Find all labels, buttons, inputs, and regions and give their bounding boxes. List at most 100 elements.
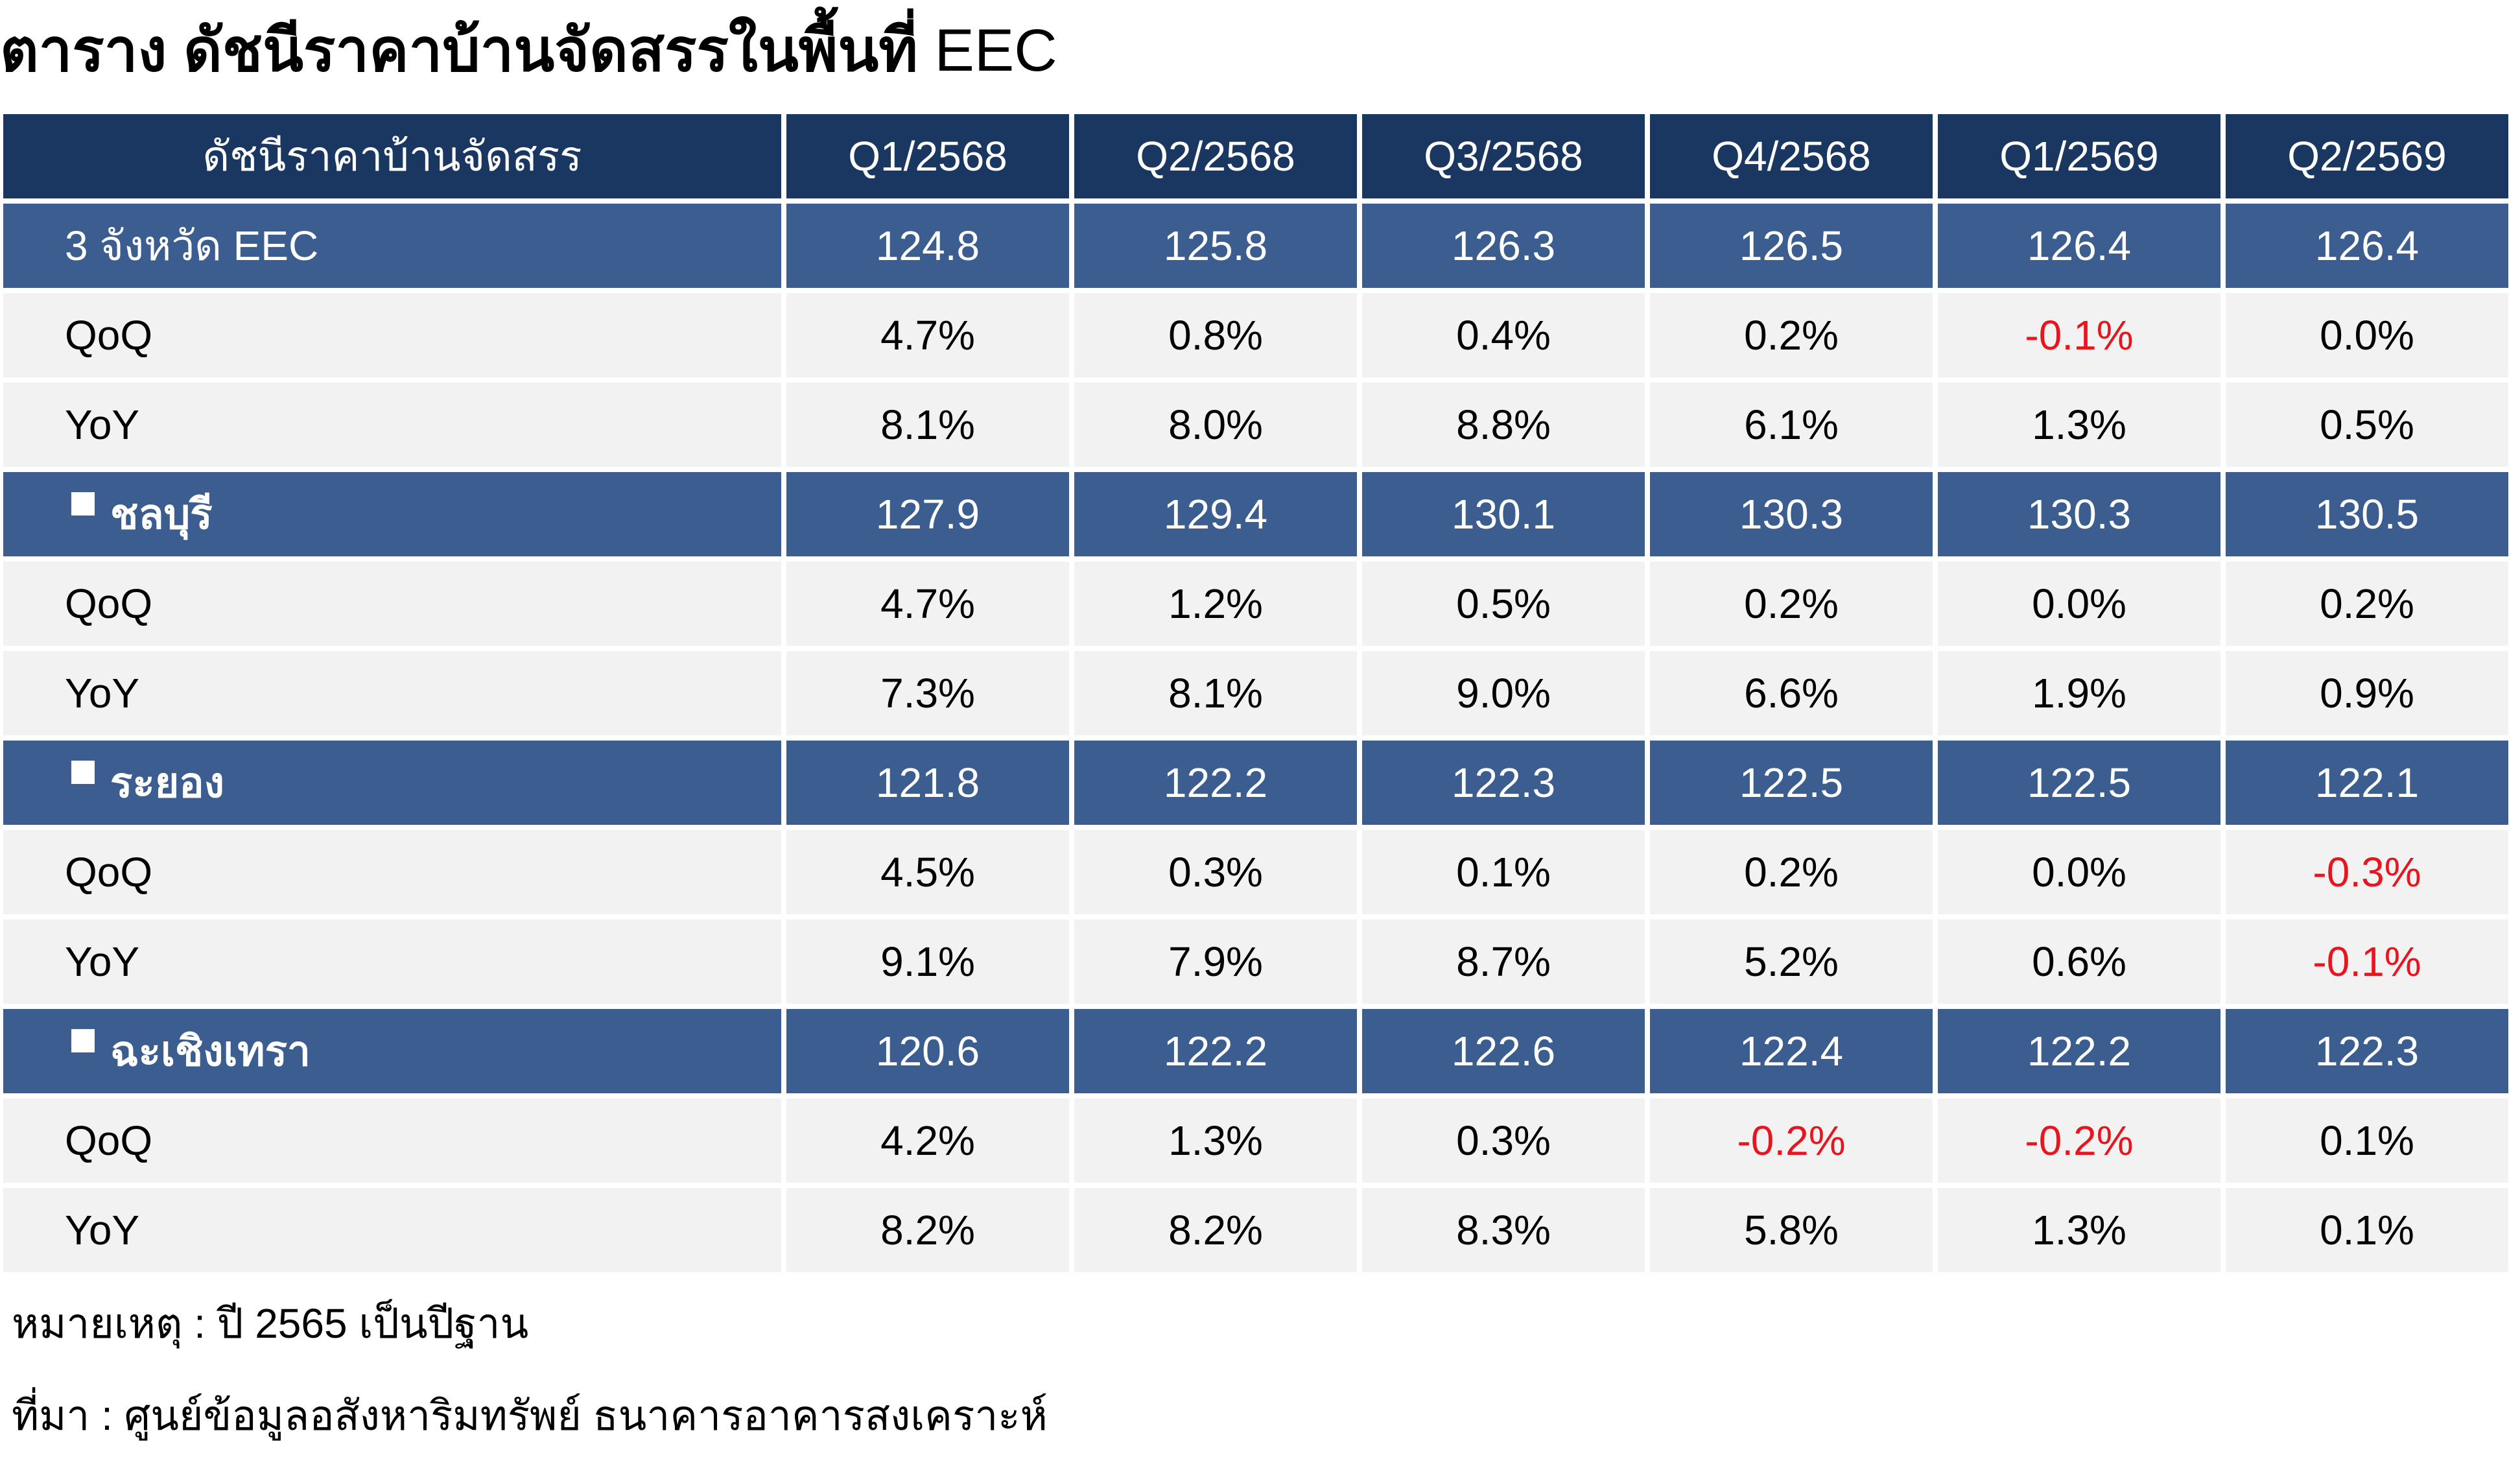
yoy-cell: 8.0% <box>1074 383 1357 467</box>
index-cell: 124.8 <box>786 204 1069 288</box>
group-row: ชลบุรี 127.9 129.4 130.1 130.3 130.3 130.5 <box>3 472 2508 556</box>
qoq-cell: 0.0% <box>1938 830 2220 914</box>
source-note: ที่มา : ศูนย์ข้อมูลอสังหาริมทรัพย์ ธนาคา… <box>12 1392 1048 1439</box>
qoq-cell: 0.0% <box>2226 293 2508 377</box>
qoq-cell: 0.3% <box>1362 1098 1645 1183</box>
header-label: ดัชนีราคาบ้านจัดสรร <box>3 114 781 198</box>
index-cell: 120.6 <box>786 1009 1069 1093</box>
index-cell: 121.8 <box>786 741 1069 825</box>
yoy-cell: 5.8% <box>1650 1188 1933 1272</box>
yoy-cell: 8.3% <box>1362 1188 1645 1272</box>
header-q1-2568: Q1/2568 <box>786 114 1069 198</box>
yoy-cell: 5.2% <box>1650 919 1933 1004</box>
index-cell: 122.6 <box>1362 1009 1645 1093</box>
yoy-cell: 7.9% <box>1074 919 1357 1004</box>
yoy-row: YoY 8.1% 8.0% 8.8% 6.1% 1.3% 0.5% <box>3 383 2508 467</box>
group-name: ชลบุรี <box>110 491 213 538</box>
header-q4-2568: Q4/2568 <box>1650 114 1933 198</box>
yoy-cell: -0.1% <box>2226 919 2508 1004</box>
index-cell: 122.5 <box>1650 741 1933 825</box>
index-cell: 126.4 <box>2226 204 2508 288</box>
group-row: ฉะเชิงเทรา 120.6 122.2 122.6 122.4 122.2 122.3 <box>3 1009 2508 1093</box>
qoq-cell: 4.7% <box>786 293 1069 377</box>
qoq-cell: 0.8% <box>1074 293 1357 377</box>
bullet-square-icon <box>71 1029 95 1052</box>
group-name: 3 จังหวัด EEC <box>65 222 319 269</box>
qoq-row: QoQ 4.7% 1.2% 0.5% 0.2% 0.0% 0.2% <box>3 562 2508 646</box>
price-index-table: ดัชนีราคาบ้านจัดสรร Q1/2568 Q2/2568 Q3/2… <box>0 109 2514 1277</box>
qoq-cell: 4.5% <box>786 830 1069 914</box>
group-label: ชลบุรี <box>3 472 781 556</box>
index-cell: 130.3 <box>1650 472 1933 556</box>
qoq-row: QoQ 4.7% 0.8% 0.4% 0.2% -0.1% 0.0% <box>3 293 2508 377</box>
page-title: ตาราง ดัชนีราคาบ้านจัดสรรในพื้นที่ EEC <box>0 12 1057 89</box>
qoq-cell: 0.3% <box>1074 830 1357 914</box>
index-cell: 122.2 <box>1938 1009 2220 1093</box>
group-label: ฉะเชิงเทรา <box>3 1009 781 1093</box>
yoy-cell: 0.5% <box>2226 383 2508 467</box>
yoy-cell: 1.3% <box>1938 1188 2220 1272</box>
yoy-row: YoY 9.1% 7.9% 8.7% 5.2% 0.6% -0.1% <box>3 919 2508 1004</box>
yoy-cell: 0.1% <box>2226 1188 2508 1272</box>
qoq-row: QoQ 4.2% 1.3% 0.3% -0.2% -0.2% 0.1% <box>3 1098 2508 1183</box>
yoy-label: YoY <box>3 919 781 1004</box>
bullet-square-icon <box>71 492 95 516</box>
title-suffix: EEC <box>934 18 1057 84</box>
index-cell: 122.1 <box>2226 741 2508 825</box>
yoy-cell: 1.9% <box>1938 651 2220 735</box>
index-cell: 127.9 <box>786 472 1069 556</box>
index-cell: 122.4 <box>1650 1009 1933 1093</box>
header-q2-2569: Q2/2569 <box>2226 114 2508 198</box>
index-cell: 122.2 <box>1074 1009 1357 1093</box>
yoy-label: YoY <box>3 1188 781 1272</box>
qoq-cell: -0.2% <box>1938 1098 2220 1183</box>
yoy-cell: 8.2% <box>1074 1188 1357 1272</box>
qoq-cell: 1.3% <box>1074 1098 1357 1183</box>
qoq-cell: 0.2% <box>2226 562 2508 646</box>
index-cell: 122.2 <box>1074 741 1357 825</box>
yoy-cell: 8.7% <box>1362 919 1645 1004</box>
group-name: ระยอง <box>110 759 224 806</box>
qoq-cell: -0.3% <box>2226 830 2508 914</box>
group-row: 3 จังหวัด EEC 124.8 125.8 126.3 126.5 126.4 12… <box>3 204 2508 288</box>
qoq-cell: 4.2% <box>786 1098 1069 1183</box>
qoq-cell: -0.2% <box>1650 1098 1933 1183</box>
title-main: ตาราง ดัชนีราคาบ้านจัดสรรในพื้นที่ <box>0 18 918 84</box>
qoq-cell: 0.1% <box>2226 1098 2508 1183</box>
group-label: 3 จังหวัด EEC <box>3 204 781 288</box>
group-name: ฉะเชิงเทรา <box>110 1028 311 1074</box>
table-body: 3 จังหวัด EEC 124.8 125.8 126.3 126.5 126.4 12… <box>3 204 2508 1272</box>
group-row: ระยอง 121.8 122.2 122.3 122.5 122.5 122.1 <box>3 741 2508 825</box>
index-cell: 122.3 <box>1362 741 1645 825</box>
header-q1-2569: Q1/2569 <box>1938 114 2220 198</box>
qoq-cell: 0.4% <box>1362 293 1645 377</box>
qoq-cell: 0.2% <box>1650 293 1933 377</box>
header-q2-2568: Q2/2568 <box>1074 114 1357 198</box>
index-cell: 122.5 <box>1938 741 2220 825</box>
yoy-cell: 9.0% <box>1362 651 1645 735</box>
yoy-cell: 8.1% <box>1074 651 1357 735</box>
bullet-square-icon <box>71 761 95 784</box>
yoy-row: YoY 8.2% 8.2% 8.3% 5.8% 1.3% 0.1% <box>3 1188 2508 1272</box>
qoq-cell: 4.7% <box>786 562 1069 646</box>
yoy-cell: 0.9% <box>2226 651 2508 735</box>
yoy-cell: 8.1% <box>786 383 1069 467</box>
qoq-cell: 0.1% <box>1362 830 1645 914</box>
qoq-row: QoQ 4.5% 0.3% 0.1% 0.2% 0.0% -0.3% <box>3 830 2508 914</box>
index-cell: 126.5 <box>1650 204 1933 288</box>
index-cell: 125.8 <box>1074 204 1357 288</box>
index-cell: 122.3 <box>2226 1009 2508 1093</box>
yoy-cell: 0.6% <box>1938 919 2220 1004</box>
yoy-row: YoY 7.3% 8.1% 9.0% 6.6% 1.9% 0.9% <box>3 651 2508 735</box>
index-cell: 130.5 <box>2226 472 2508 556</box>
qoq-cell: 0.5% <box>1362 562 1645 646</box>
qoq-label: QoQ <box>3 1098 781 1183</box>
yoy-cell: 8.8% <box>1362 383 1645 467</box>
qoq-cell: 0.2% <box>1650 830 1933 914</box>
table-header-row: ดัชนีราคาบ้านจัดสรร Q1/2568 Q2/2568 Q3/2… <box>3 114 2508 198</box>
yoy-label: YoY <box>3 651 781 735</box>
index-cell: 129.4 <box>1074 472 1357 556</box>
qoq-label: QoQ <box>3 293 781 377</box>
yoy-cell: 8.2% <box>786 1188 1069 1272</box>
yoy-cell: 9.1% <box>786 919 1069 1004</box>
